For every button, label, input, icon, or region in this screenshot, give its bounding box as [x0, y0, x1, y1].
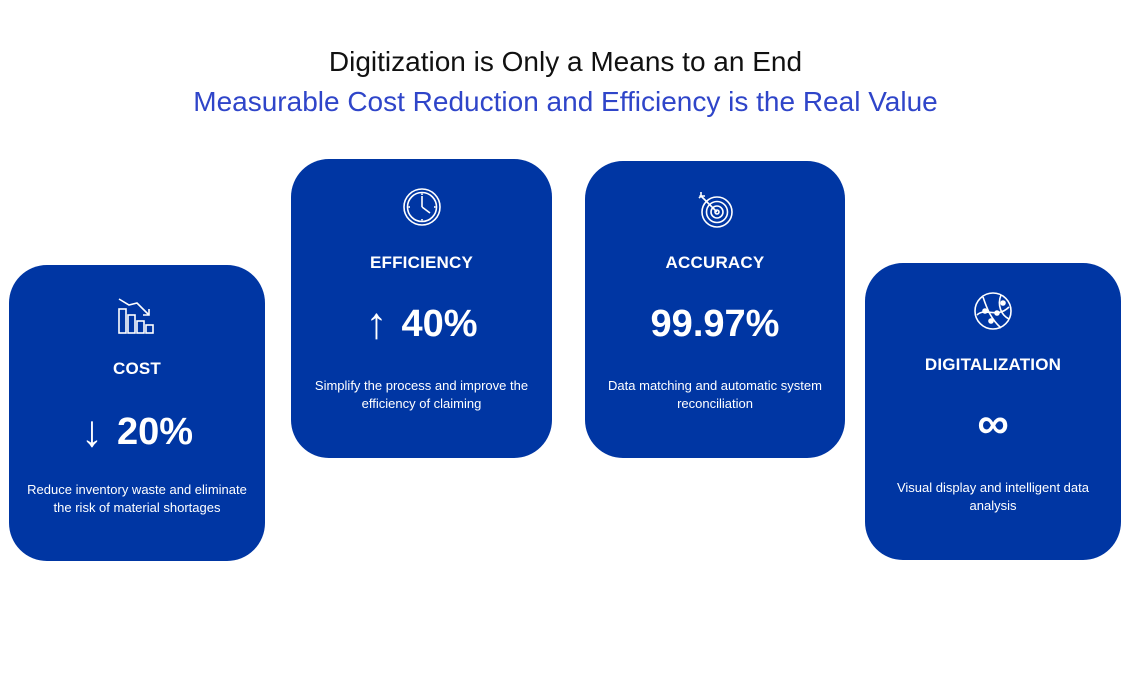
infinity-icon: ∞ [977, 399, 1009, 448]
efficiency-card: EFFICIENCY ↑ 40% Simplify the process and… [291, 159, 552, 458]
card-description: Reduce inventory waste and eliminate the… [27, 482, 247, 515]
clock-icon [400, 185, 444, 229]
card-value: 40% [401, 303, 478, 345]
card-description: Visual display and intelligent data anal… [896, 480, 1089, 513]
card-label: ACCURACY [665, 253, 765, 272]
target-icon [693, 187, 737, 231]
card-label: DIGITALIZATION [924, 355, 1062, 374]
card-metric: ↑ 40% [291, 297, 552, 348]
network-globe-icon [971, 289, 1015, 333]
card-description: Simplify the process and improve the eff… [314, 378, 529, 411]
digitalization-card: DIGITALIZATION ∞ Visual display and inte… [865, 263, 1121, 560]
page-subtitle: Measurable Cost Reduction and Efficiency… [193, 86, 938, 117]
up-arrow-icon: ↑ [365, 299, 388, 348]
card-value: 20% [116, 411, 194, 453]
card-metric: ↓ 20% [9, 405, 265, 456]
card-label: COST [112, 359, 162, 378]
page-title: Digitization is Only a Means to an End [328, 46, 803, 77]
card-label: EFFICIENCY [369, 253, 474, 272]
card-value: 99.97% [650, 303, 780, 345]
accuracy-card: ACCURACY 99.97% Data matching and automa… [585, 161, 845, 458]
chart-decrease-icon [115, 293, 159, 337]
cost-card: COST ↓ 20% Reduce inventory waste and eli… [9, 265, 265, 561]
card-metric: 99.97% [585, 303, 845, 346]
card-description: Data matching and automatic system recon… [608, 378, 822, 411]
down-arrow-icon: ↓ [80, 407, 103, 456]
card-metric: ∞ [865, 399, 1121, 449]
